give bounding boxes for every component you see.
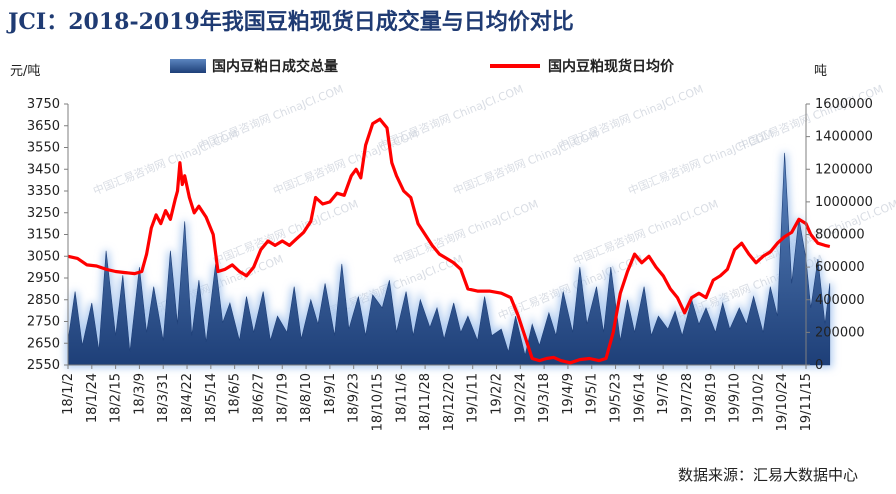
legend-item-volume: 国内豆粕日成交总量 xyxy=(170,55,338,77)
x-tick-label: 19/1/11 xyxy=(466,373,481,423)
watermark-text: 中国汇易咨询网 ChinaJCI.COM xyxy=(211,197,360,268)
chart-title: JCI：2018-2019年我国豆粕现货日成交量与日均价对比 xyxy=(8,9,574,35)
legend-item-price: 国内豆粕现货日均价 xyxy=(490,55,674,77)
right-axis-unit: 吨 xyxy=(814,64,828,79)
left-axis-unit: 元/吨 xyxy=(10,64,41,79)
watermark-text: 中国汇易咨询网 ChinaJCI.COM xyxy=(571,197,720,268)
right-tick-label: 0 xyxy=(815,358,823,373)
watermark-text: 中国汇易咨询网 ChinaJCI.COM xyxy=(556,82,705,153)
x-tick-label: 18/11/28 xyxy=(418,373,433,431)
left-tick-label: 3750 xyxy=(27,97,60,112)
right-tick-label: 1400000 xyxy=(815,130,873,145)
x-tick-label: 19/11/15 xyxy=(799,373,814,431)
legend-swatch-price xyxy=(490,64,540,68)
legend-label-volume: 国内豆粕日成交总量 xyxy=(212,59,338,75)
x-tick-label: 19/5/1 xyxy=(585,373,600,415)
x-tick-label: 19/2/2 xyxy=(490,373,505,415)
right-tick-label: 1600000 xyxy=(815,97,873,112)
watermark-text: 中国汇易咨询网 ChinaJCI.COM xyxy=(196,82,345,153)
legend-swatch-volume xyxy=(170,59,206,73)
x-tick-label: 18/6/5 xyxy=(228,373,243,415)
data-source: 数据来源：汇易大数据中心 xyxy=(677,466,858,484)
left-tick-label: 3450 xyxy=(27,162,60,177)
x-tick-label: 19/7/28 xyxy=(680,373,695,423)
right-tick-label: 800000 xyxy=(815,228,865,243)
left-tick-label: 2550 xyxy=(27,358,60,373)
left-tick-label: 2850 xyxy=(27,293,60,308)
x-tick-label: 18/3/31 xyxy=(156,373,171,423)
x-tick-label: 18/7/19 xyxy=(275,373,290,423)
x-tick-label: 18/6/27 xyxy=(251,373,266,423)
x-tick-label: 18/4/22 xyxy=(180,373,195,423)
x-tick-label: 19/10/24 xyxy=(775,373,790,431)
x-tick-label: 18/1/24 xyxy=(85,373,100,423)
x-tick-label: 19/5/23 xyxy=(609,373,624,423)
watermark-text: 中国汇易咨询网 ChinaJCI.COM xyxy=(376,82,525,153)
x-tick-label: 19/10/2 xyxy=(751,373,766,423)
x-tick-label: 18/11/6 xyxy=(394,373,409,423)
left-tick-label: 2750 xyxy=(27,315,60,330)
left-tick-label: 3550 xyxy=(27,141,60,156)
x-tick-label: 19/6/14 xyxy=(632,373,647,423)
x-tick-label: 18/9/23 xyxy=(347,373,362,423)
left-tick-label: 3150 xyxy=(27,228,60,243)
x-tick-label: 19/2/24 xyxy=(513,373,528,423)
left-tick-label: 2650 xyxy=(27,336,60,351)
legend-label-price: 国内豆粕现货日均价 xyxy=(548,59,674,75)
price-line xyxy=(67,117,831,365)
x-tick-label: 19/4/9 xyxy=(561,373,576,415)
x-tick-label: 19/8/19 xyxy=(704,373,719,423)
left-tick-label: 3650 xyxy=(27,119,60,134)
x-tick-label: 18/2/15 xyxy=(109,373,124,423)
right-tick-label: 1000000 xyxy=(815,195,873,210)
left-tick-label: 2950 xyxy=(27,271,60,286)
right-tick-label: 1200000 xyxy=(815,162,873,177)
x-tick-label: 18/5/14 xyxy=(204,373,219,423)
right-tick-label: 200000 xyxy=(815,325,865,340)
left-tick-label: 3350 xyxy=(27,184,60,199)
x-tick-label: 19/3/18 xyxy=(537,373,552,423)
x-tick-label: 18/10/15 xyxy=(370,373,385,431)
x-tick-label: 19/7/6 xyxy=(656,373,671,415)
right-tick-label: 400000 xyxy=(815,293,865,308)
x-tick-label: 18/12/20 xyxy=(442,373,457,431)
x-tick-label: 19/9/10 xyxy=(728,373,743,423)
x-tick-label: 18/8/10 xyxy=(299,373,314,423)
left-tick-label: 3250 xyxy=(27,206,60,221)
x-tick-label: 18/1/2 xyxy=(61,373,76,415)
x-tick-label: 18/9/1 xyxy=(323,373,338,415)
x-tick-label: 18/3/9 xyxy=(132,373,147,415)
left-tick-label: 3050 xyxy=(27,249,60,264)
right-tick-label: 600000 xyxy=(815,260,865,275)
volume-area xyxy=(67,152,831,366)
